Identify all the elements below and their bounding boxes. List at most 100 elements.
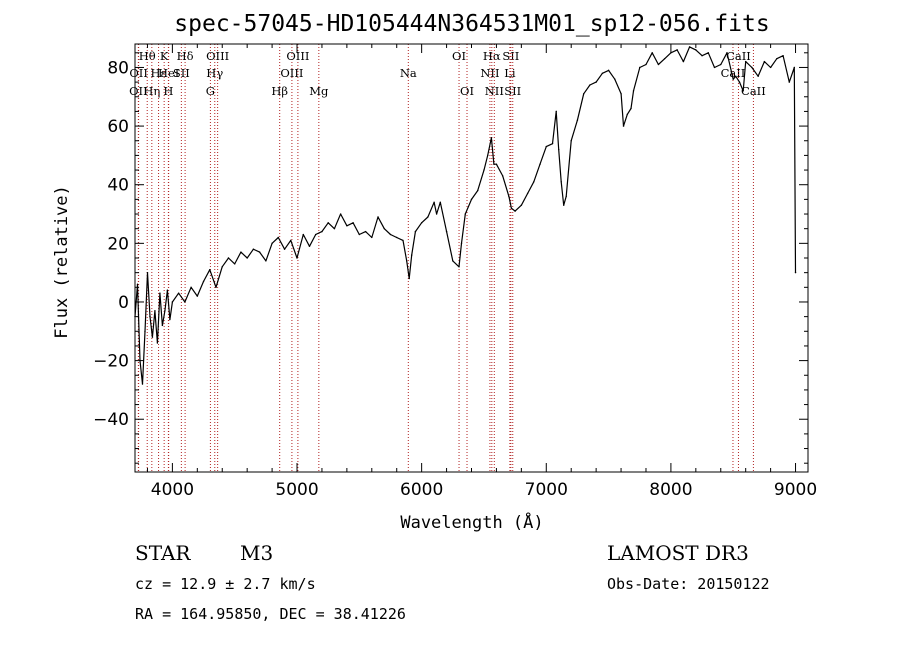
flux-point	[277, 236, 280, 239]
y-tick-label: 20	[107, 234, 129, 254]
flux-point	[495, 163, 498, 165]
flux-point	[190, 286, 192, 289]
flux-point	[302, 233, 304, 236]
flux-point	[452, 260, 454, 262]
flux-point	[726, 52, 728, 54]
flux-point	[769, 66, 772, 69]
flux-point	[460, 242, 463, 245]
marker-label: SII	[502, 49, 519, 63]
flux-point	[156, 342, 159, 344]
marker-label: OIII	[206, 49, 229, 63]
marker-label: Hγ	[206, 66, 223, 80]
flux-point	[555, 110, 557, 113]
flux-point	[470, 198, 473, 201]
marker-label: Hβ	[271, 84, 288, 98]
flux-point	[533, 181, 535, 183]
flux-point	[539, 163, 541, 165]
x-axis-label: Wavelength (Å)	[400, 511, 543, 533]
line-markers: OIIOIIHθHηHεKHeIHSIIHδGHγOIIIHβOIIIOIIIM…	[129, 44, 766, 472]
flux-point	[141, 383, 144, 385]
flux-point	[146, 271, 149, 274]
marker-label: HeI	[158, 66, 179, 80]
flux-point	[435, 213, 438, 215]
object-subclass: M3	[240, 541, 273, 565]
flux-point	[794, 271, 797, 274]
flux-point	[695, 49, 697, 51]
marker-label: CaII	[721, 66, 746, 80]
flux-point	[493, 163, 495, 165]
flux-point	[283, 248, 286, 250]
flux-point	[510, 207, 513, 209]
survey-name: LAMOST DR3	[607, 541, 749, 565]
y-tick-label: −40	[93, 410, 129, 430]
flux-point	[622, 125, 625, 127]
flux-point	[582, 93, 585, 95]
flux-point	[215, 286, 217, 289]
flux-point	[227, 257, 230, 259]
flux-point	[144, 330, 146, 332]
flux-point	[651, 52, 653, 54]
flux-point	[445, 230, 448, 233]
marker-label: Na	[400, 66, 417, 80]
flux-point	[166, 289, 169, 291]
flux-point	[595, 81, 597, 83]
plot-frame	[134, 43, 809, 473]
flux-point	[427, 216, 429, 218]
flux-point	[520, 204, 523, 206]
marker-label: Li	[504, 66, 516, 80]
flux-point	[315, 233, 317, 236]
marker-label: OIII	[280, 66, 303, 80]
flux-point	[246, 257, 248, 259]
flux-point	[202, 280, 205, 283]
flux-point	[601, 72, 604, 75]
x-tick-label: 6000	[400, 480, 443, 500]
redshift-text: cz = 12.9 ± 2.7 km/s	[135, 575, 316, 593]
marker-label: H	[163, 84, 173, 98]
flux-point	[735, 75, 737, 77]
flux-point	[333, 227, 336, 230]
marker-label: Mg	[309, 84, 329, 98]
flux-point	[221, 266, 223, 268]
flux-point	[371, 236, 373, 239]
flux-point	[339, 213, 342, 215]
flux-point	[271, 242, 273, 245]
y-tick-label: 40	[107, 176, 129, 196]
flux-point	[358, 233, 361, 236]
flux-point	[688, 46, 691, 48]
flux-point	[389, 233, 392, 236]
flux-point	[196, 295, 199, 297]
flux-point	[682, 60, 685, 63]
flux-point	[713, 66, 716, 69]
flux-point	[744, 60, 747, 63]
flux-point	[487, 154, 489, 157]
marker-label: CaII	[741, 84, 766, 98]
flux-series	[134, 46, 797, 385]
marker-label: NII	[485, 84, 504, 98]
flux-point	[620, 93, 622, 95]
marker-label: NII	[480, 66, 499, 80]
flux-point	[565, 195, 567, 198]
flux-point	[321, 230, 323, 233]
flux-point	[464, 213, 466, 215]
flux-point	[159, 292, 161, 294]
flux-point	[501, 175, 504, 177]
y-axis: −40 −20 0 20 40 60 80	[93, 52, 808, 464]
flux-point	[563, 204, 565, 206]
y-tick-label: 0	[118, 293, 129, 313]
coordinates-text: RA = 164.95850, DEC = 38.41226	[135, 605, 406, 623]
flux-point	[663, 57, 666, 60]
marker-label: CaII	[726, 49, 751, 63]
flux-point	[420, 222, 423, 224]
flux-point	[149, 315, 151, 318]
marker-label: Hδ	[177, 49, 194, 63]
flux-point	[136, 283, 139, 286]
object-class: STAR	[135, 541, 191, 565]
flux-point	[490, 137, 493, 139]
flux-point	[383, 227, 385, 230]
flux-point	[458, 266, 460, 268]
flux-point	[265, 260, 267, 262]
flux-point	[776, 57, 778, 60]
flux-point	[169, 318, 171, 321]
flux-point	[614, 78, 616, 80]
flux-point	[290, 239, 292, 242]
